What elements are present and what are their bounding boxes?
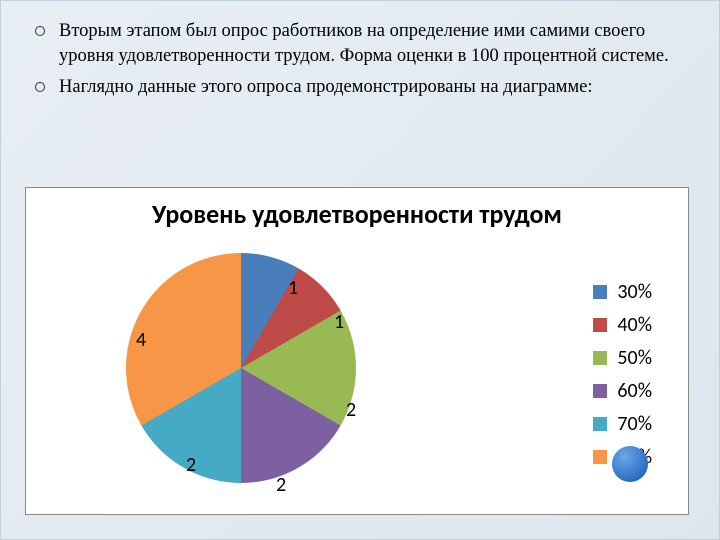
pie-value-label: 2 bbox=[276, 473, 286, 497]
legend-item: 30% bbox=[593, 280, 652, 304]
legend-swatch bbox=[593, 318, 607, 332]
legend-label: 70% bbox=[617, 412, 652, 436]
legend-swatch bbox=[593, 417, 607, 431]
pie-value-label: 4 bbox=[136, 328, 146, 352]
legend-label: 30% bbox=[617, 280, 652, 304]
bullet-list: Вторым этапом был опрос работников на оп… bbox=[35, 19, 695, 100]
legend-item: 70% bbox=[593, 412, 652, 436]
legend-label: 60% bbox=[617, 379, 652, 403]
decoration-sphere-icon bbox=[612, 446, 648, 482]
pie-value-label: 2 bbox=[346, 398, 356, 422]
chart-title: Уровень удовлетворенности трудом bbox=[26, 198, 688, 230]
bullet-item: Наглядно данные этого опроса продемонстр… bbox=[35, 75, 695, 100]
legend-label: 40% bbox=[617, 313, 652, 337]
bullet-text: Вторым этапом был опрос работников на оп… bbox=[59, 21, 669, 66]
pie-chart: 1 1 2 2 2 4 bbox=[66, 248, 466, 498]
legend-swatch bbox=[593, 285, 607, 299]
legend-item: 40% bbox=[593, 313, 652, 337]
chart-container: Уровень удовлетворенности трудом 1 1 2 2… bbox=[25, 187, 689, 515]
legend-item: 60% bbox=[593, 379, 652, 403]
bullet-item: Вторым этапом был опрос работников на оп… bbox=[35, 19, 695, 69]
legend-swatch bbox=[593, 384, 607, 398]
pie-value-label: 1 bbox=[288, 276, 298, 300]
legend-label: 50% bbox=[617, 346, 652, 370]
slide: Вторым этапом был опрос работников на оп… bbox=[0, 0, 720, 540]
legend-swatch bbox=[593, 450, 607, 464]
pie-value-label: 1 bbox=[334, 310, 344, 334]
pie-value-label: 2 bbox=[186, 453, 196, 477]
legend-swatch bbox=[593, 351, 607, 365]
legend-item: 50% bbox=[593, 346, 652, 370]
bullet-text: Наглядно данные этого опроса продемонстр… bbox=[59, 77, 593, 97]
pie-graphic bbox=[126, 253, 356, 483]
